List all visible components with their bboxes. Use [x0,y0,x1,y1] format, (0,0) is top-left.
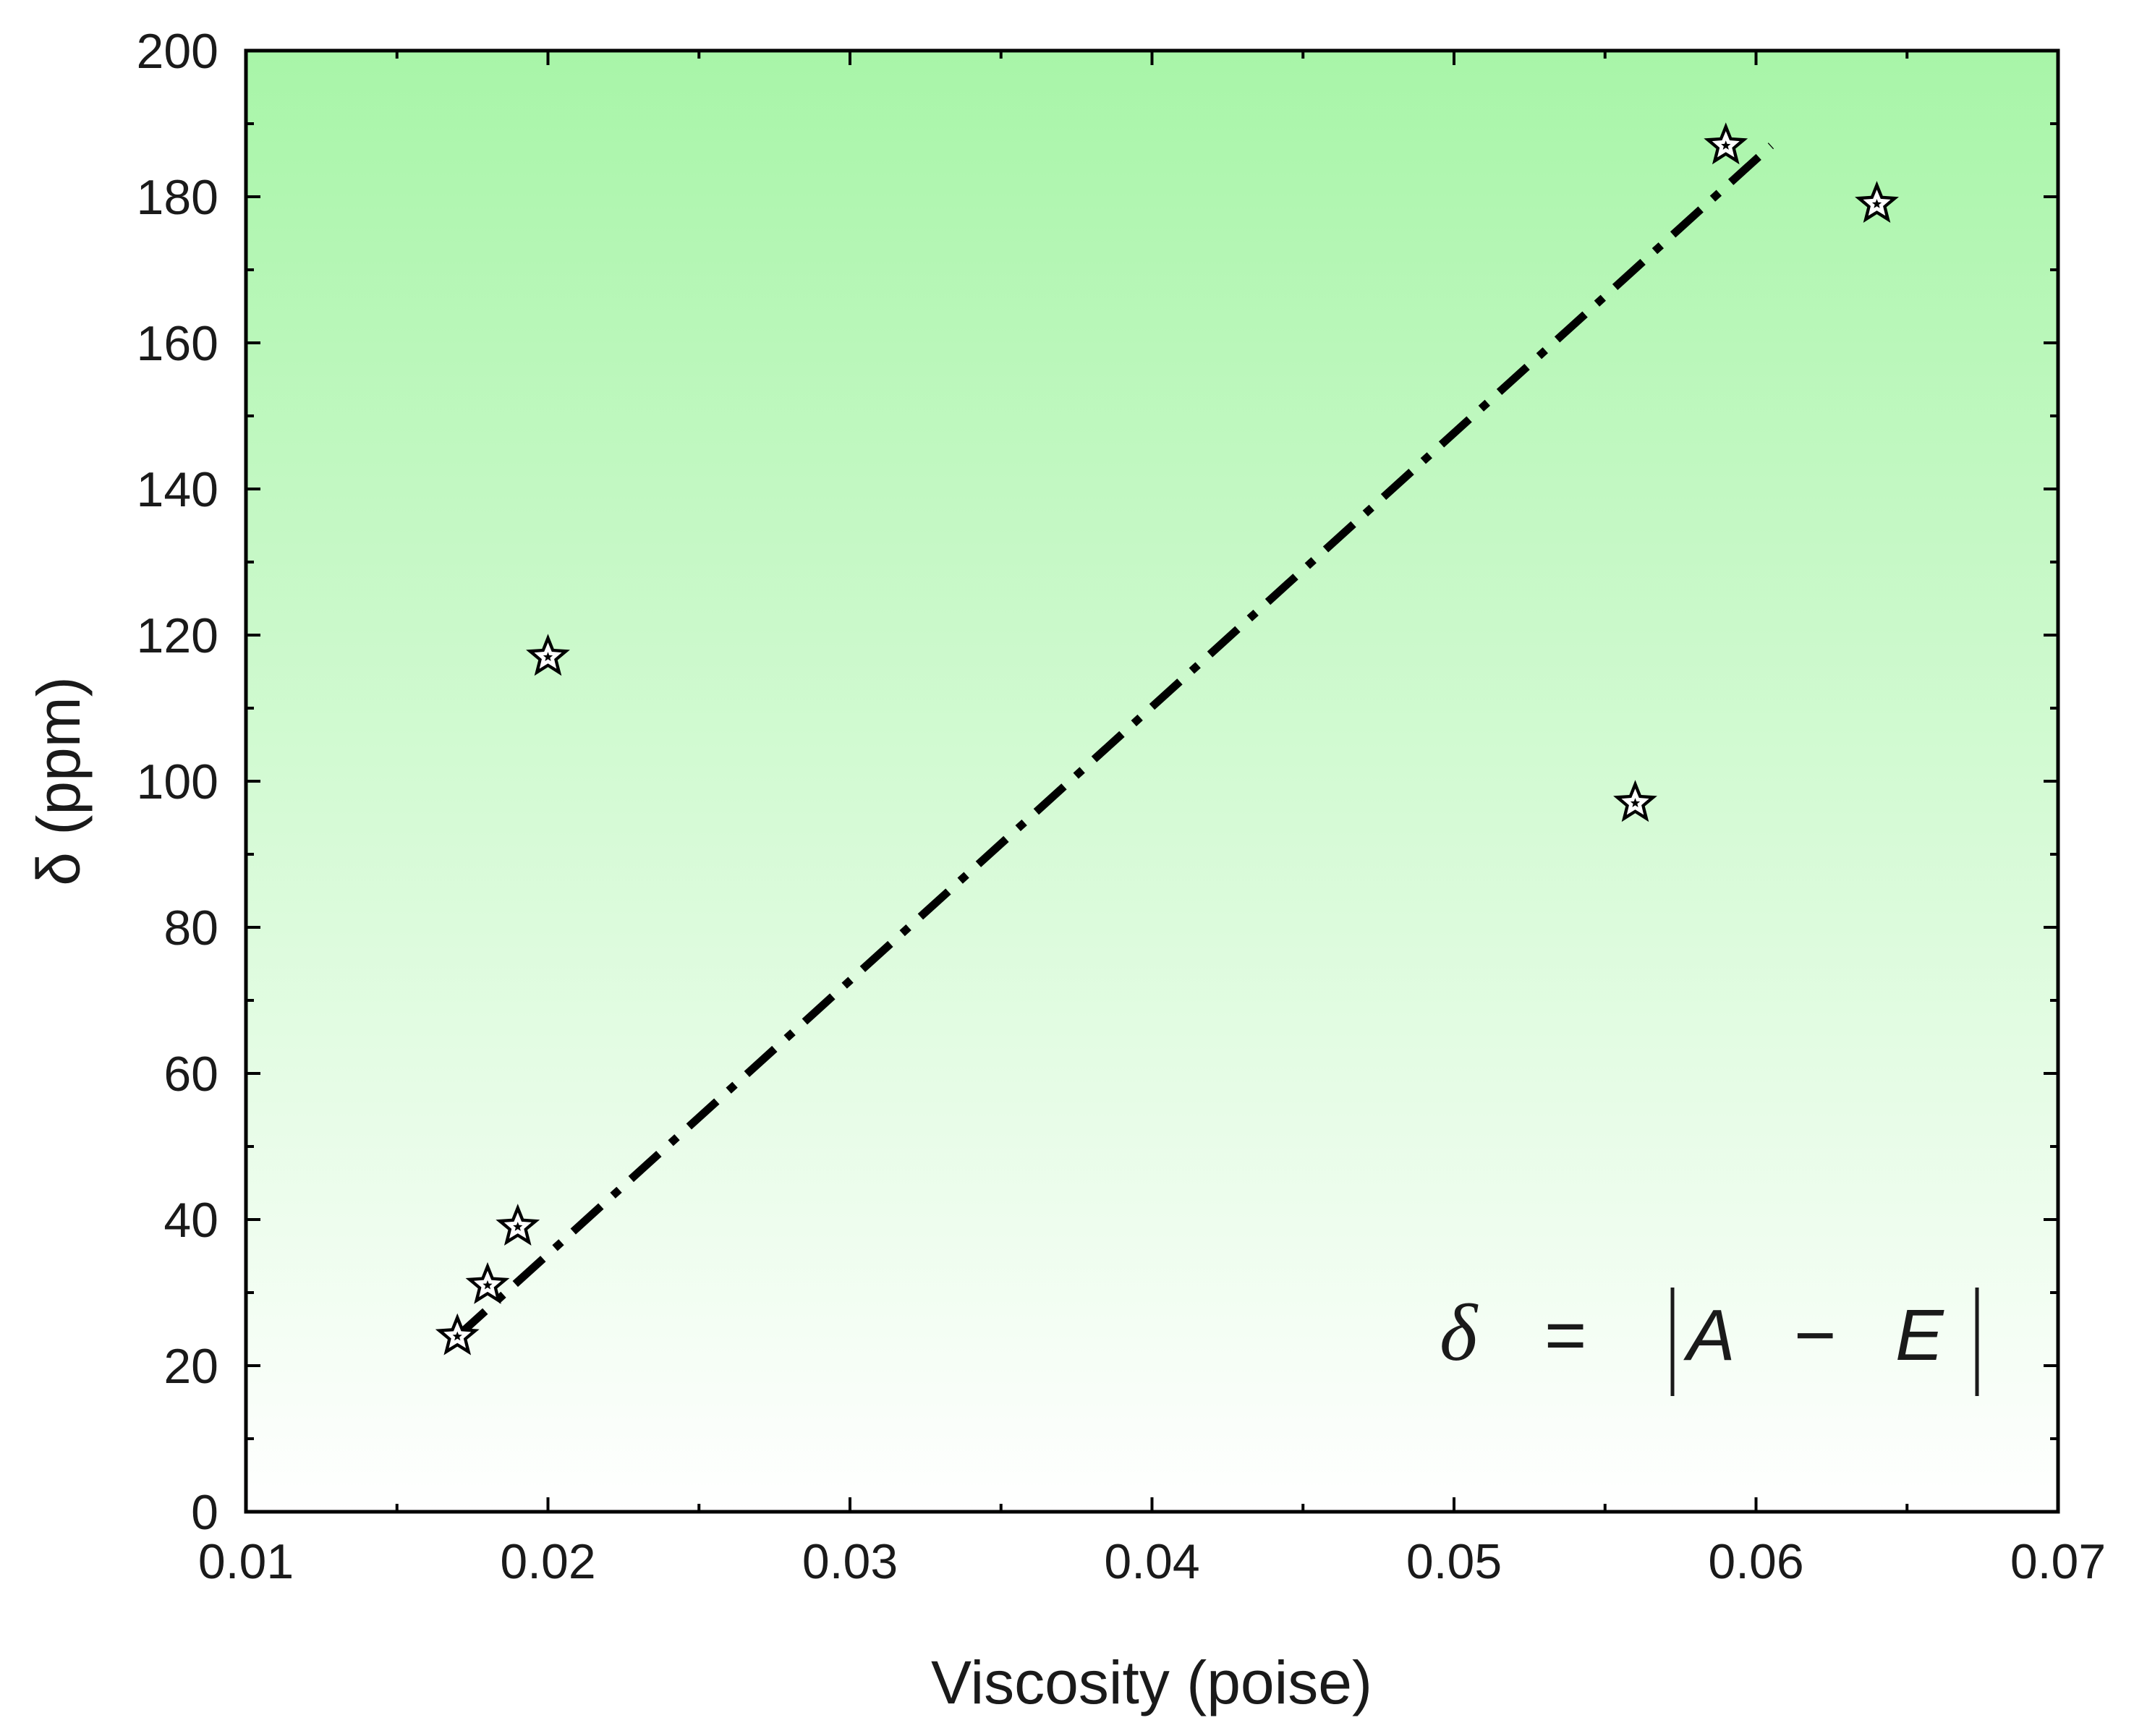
x-tick-label: 0.03 [802,1534,898,1589]
plot-frame [244,48,2060,1514]
star-marker-core [452,1331,462,1341]
y-tick-label: 100 [137,754,218,809]
data-point [435,1313,480,1356]
formula-e: E [1895,1295,1944,1376]
star-marker-core [543,652,553,661]
data-point [465,1261,510,1304]
data-point [496,1204,540,1246]
formula-minus: − [1794,1295,1836,1376]
y-tick-label: 40 [163,1193,218,1248]
x-axis-title: Viscosity (poise) [931,1648,1372,1716]
y-tick-label: 140 [137,462,218,517]
star-marker-core [1721,140,1731,150]
x-tick-label: 0.04 [1104,1534,1199,1589]
y-tick-label: 20 [163,1339,218,1394]
fit-line [454,142,1774,1340]
x-tick-labels: 0.01 0.02 0.03 0.04 0.05 0.06 0.07 [198,1534,2106,1589]
y-tick-label: 180 [137,170,218,225]
star-marker-core [1871,199,1882,208]
y-axis-title: δ (ppm) [25,676,93,885]
data-points [435,122,1899,1356]
plot-background [246,51,2058,1512]
y-tick-label: 0 [191,1485,218,1540]
data-point [1613,780,1657,822]
y-tick-label: 120 [137,608,218,663]
formula-a: A [1683,1295,1735,1376]
data-point [1855,181,1899,223]
data-point [1704,122,1748,165]
y-tick-label: 160 [137,316,218,371]
y-tick-label: 80 [163,901,218,956]
x-tick-label: 0.01 [198,1534,294,1589]
x-tick-label: 0.06 [1708,1534,1803,1589]
star-marker-core [483,1280,493,1290]
formula-annotation: δ = A − E [1440,1288,1979,1396]
x-tick-label: 0.05 [1406,1534,1502,1589]
formula-delta: δ [1440,1288,1479,1378]
y-tick-label: 200 [137,24,218,79]
y-tick-label: 60 [163,1047,218,1102]
x-tick-label: 0.07 [2010,1534,2106,1589]
star-marker-core [513,1222,523,1231]
formula-equals: = [1544,1295,1586,1376]
x-tick-label: 0.02 [500,1534,595,1589]
y-tick-labels: 0 20 40 60 80 100 120 140 160 180 200 [137,24,218,1540]
data-point [526,634,570,676]
star-marker-core [1630,798,1641,807]
